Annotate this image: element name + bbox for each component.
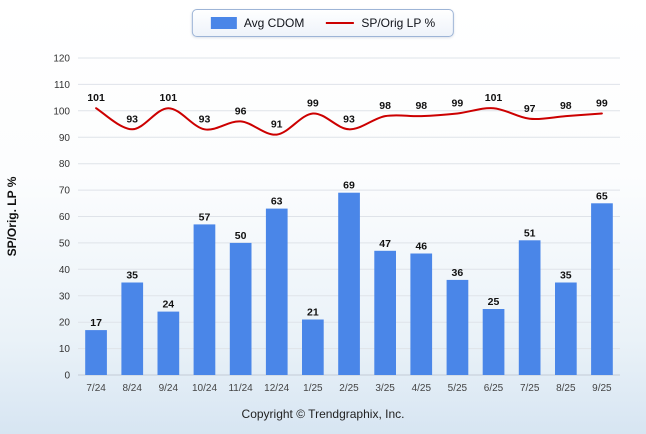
line-value-label: 99 [596, 98, 608, 110]
legend-line-swatch-icon [326, 22, 355, 24]
bar-value-label: 57 [199, 211, 211, 223]
line-value-label: 91 [271, 119, 283, 131]
bar [121, 282, 144, 375]
bar-value-label: 24 [162, 299, 174, 311]
line-value-label: 96 [235, 105, 247, 117]
line-value-label: 98 [415, 100, 427, 112]
line-value-label: 97 [524, 103, 536, 115]
bar-value-labels: 17 35 24 57 50 63 21 69 47 46 36 25 51 35 65 [90, 180, 608, 329]
x-tick-label: 6/25 [484, 383, 504, 394]
bar [229, 242, 252, 375]
bar-value-label: 63 [271, 196, 283, 208]
bar [518, 240, 541, 375]
chart-canvas: 0 10 20 30 40 50 60 70 80 90 100 110 120 17 35 24 57 50 6… [5, 54, 620, 394]
bar-value-label: 21 [307, 307, 319, 319]
bar [302, 319, 324, 375]
line-value-label: 101 [87, 92, 105, 104]
line-value-label: 93 [126, 113, 138, 125]
x-tick-label: 9/24 [159, 383, 179, 394]
legend-bar-label: Avg CDOM [243, 16, 305, 30]
y-tick-label: 80 [59, 159, 71, 170]
bar-value-label: 17 [90, 317, 102, 329]
x-tick-label: 3/25 [375, 383, 395, 394]
y-tick-label: 60 [59, 212, 71, 223]
line-value-label: 99 [307, 98, 319, 110]
y-tick-label: 110 [54, 80, 70, 91]
x-tick-label: 12/24 [264, 383, 289, 394]
x-tick-label: 5/25 [448, 383, 468, 394]
line-value-labels: 101 93 101 93 96 91 99 93 98 98 99 101 97 98 99 [87, 92, 608, 130]
line-value-label: 98 [560, 100, 572, 112]
legend-item-sp-orig-lp: SP/Orig LP % [326, 16, 435, 30]
bar-value-label: 35 [126, 270, 138, 282]
y-tick-label: 120 [53, 54, 70, 65]
y-tick-label: 20 [59, 318, 71, 329]
x-tick-label: 4/25 [412, 383, 432, 394]
legend-line-label: SP/Orig LP % [361, 16, 436, 30]
bar-value-label: 47 [379, 238, 391, 250]
bar [410, 253, 433, 375]
y-tick-label: 40 [59, 265, 71, 276]
line-value-label: 98 [379, 100, 391, 112]
bar-value-label: 35 [560, 270, 572, 282]
y-tick-label: 50 [59, 238, 71, 249]
bar [157, 311, 180, 375]
bar [446, 279, 469, 375]
x-tick-label: 2/25 [339, 383, 359, 394]
bar-value-label: 36 [452, 267, 464, 279]
x-axis-tick-labels: 7/24 8/24 9/24 10/24 11/24 12/24 1/25 2/25 3/25 4… [86, 383, 612, 394]
bar [555, 282, 577, 375]
bar [85, 330, 107, 375]
y-tick-label: 90 [59, 133, 71, 144]
line-value-label: 99 [452, 98, 464, 110]
bar-value-label: 65 [596, 190, 608, 202]
bar [482, 309, 505, 375]
x-tick-label: 7/24 [86, 383, 106, 394]
y-tick-label: 30 [59, 291, 71, 302]
y-tick-label: 100 [53, 106, 70, 117]
legend-item-avg-cdom: Avg CDOM [210, 16, 305, 30]
x-tick-label: 9/25 [592, 383, 612, 394]
bar [374, 250, 396, 375]
x-tick-label: 10/24 [192, 383, 217, 394]
bar-value-label: 25 [488, 296, 500, 308]
x-tick-label: 8/25 [556, 383, 576, 394]
bar [338, 192, 360, 375]
bar-series [85, 192, 613, 375]
line-series [95, 107, 603, 136]
bar [591, 203, 613, 375]
x-tick-label: 8/24 [122, 383, 142, 394]
y-axis-title: SP/Orig. LP % [5, 176, 19, 256]
bar-value-label: 51 [524, 227, 536, 239]
chart-legend: Avg CDOM SP/Orig LP % [191, 9, 455, 37]
y-tick-label: 0 [64, 371, 70, 382]
y-axis-tick-labels: 0 10 20 30 40 50 60 70 80 90 100 110 120 [53, 54, 70, 382]
line-value-label: 93 [199, 113, 211, 125]
bar [193, 224, 216, 375]
line-value-label: 101 [485, 92, 503, 104]
y-tick-label: 70 [59, 186, 71, 197]
y-tick-label: 10 [59, 344, 71, 355]
bar-value-label: 46 [415, 241, 427, 253]
legend-bar-swatch-icon [210, 17, 237, 29]
copyright-text: Copyright © Trendgraphix, Inc. [241, 407, 405, 421]
bar-value-label: 69 [343, 180, 355, 192]
line-value-label: 101 [160, 92, 178, 104]
line-value-label: 93 [343, 113, 355, 125]
x-tick-label: 7/25 [520, 383, 540, 394]
x-tick-label: 1/25 [303, 383, 323, 394]
bar-value-label: 50 [235, 230, 247, 242]
bar [265, 208, 288, 375]
x-tick-label: 11/24 [228, 383, 253, 394]
